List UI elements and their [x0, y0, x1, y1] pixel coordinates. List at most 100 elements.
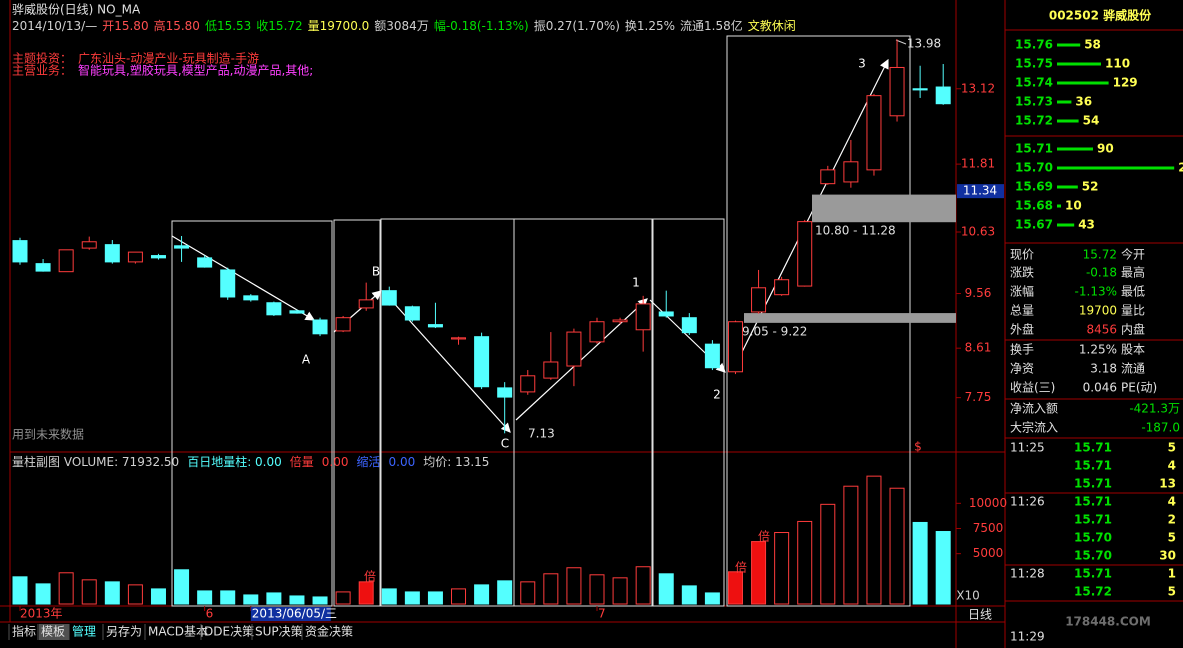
tab[interactable]: 资金决策	[305, 624, 353, 639]
info-text: 广东汕头-动漫产业-玩具制造-手游	[78, 52, 259, 66]
volume-title: 量柱副图 VOLUME: 71932.50 百日地量柱: 0.00 倍量 0.00 缩活…	[12, 454, 489, 469]
volume-bar	[681, 585, 697, 605]
tick-time: 11:29	[1010, 630, 1045, 644]
tab[interactable]: 另存为	[106, 625, 142, 639]
book-volume: 90	[1097, 142, 1114, 156]
quote-label: 股本	[1121, 343, 1145, 357]
volume-bar	[335, 591, 351, 605]
tab[interactable]: DDE决策	[204, 625, 254, 639]
candle-body	[335, 317, 351, 332]
quote-label: 涨幅	[1010, 284, 1034, 299]
book-volume: 36	[1075, 95, 1092, 109]
volume-bar	[843, 485, 859, 605]
candle-body	[266, 302, 282, 316]
y-tick-label: 13.12	[961, 81, 995, 95]
book-bar	[1057, 43, 1081, 47]
quote-value: -0.18	[1086, 266, 1117, 280]
date-highlight	[250, 607, 331, 621]
volume-bar	[243, 594, 259, 605]
candle-body	[220, 269, 236, 298]
pattern-boxes	[171, 35, 911, 607]
book-price: 15.69	[1015, 180, 1053, 194]
volume-bar	[589, 574, 605, 605]
volume-bar	[451, 588, 467, 605]
volume-mark: 倍	[735, 560, 747, 575]
volume-bar	[612, 577, 628, 605]
tick-price: 15.71	[1074, 567, 1112, 581]
y-tick-label: 7.75	[965, 390, 992, 404]
candle-body	[912, 88, 928, 91]
book-volume: 10	[1065, 199, 1082, 213]
volume-bar	[635, 566, 651, 605]
tick-volume: 5	[1168, 441, 1176, 455]
candle-body	[612, 319, 628, 323]
book-price: 15.76	[1015, 38, 1053, 52]
quote-line: 2014/10/13/— 开15.80 高15.80 低15.53 收15.72 量197…	[12, 18, 796, 33]
tick-price: 15.70	[1074, 531, 1112, 545]
volume-bar	[266, 592, 282, 605]
quote-value: -187.0	[1141, 421, 1180, 435]
volume-bar	[104, 581, 120, 605]
candle-body	[127, 251, 143, 263]
price-zone	[744, 313, 956, 323]
book-bar	[1057, 147, 1093, 151]
quote-label: 总量	[1010, 304, 1034, 318]
tab[interactable]: 模板	[41, 625, 65, 639]
volume-mark: 倍	[758, 529, 770, 544]
candle-body	[474, 336, 490, 388]
candle-body	[12, 240, 28, 263]
annotation: C	[501, 437, 509, 451]
period-label: 日线	[968, 608, 992, 622]
tick-price: 15.71	[1074, 441, 1112, 455]
quote-value: 0.046	[1083, 381, 1117, 395]
candle-body	[35, 263, 51, 272]
volume-scale: X10	[956, 589, 980, 603]
tab[interactable]: 指标	[12, 624, 36, 639]
annotation: $	[914, 440, 922, 454]
volume-bar	[12, 576, 28, 605]
volume-tick-label: 7500	[973, 521, 1004, 535]
volume-bar	[658, 573, 674, 605]
volume-title-part: 均价: 13.15	[423, 455, 489, 469]
tick-price: 15.71	[1074, 459, 1112, 473]
candle-body	[58, 249, 74, 273]
volume-title-part: 量柱副图 VOLUME: 71932.50	[12, 454, 179, 469]
cursor-price: 11.34	[963, 184, 997, 198]
volume-bar	[81, 579, 97, 605]
x-tick-label: 7	[598, 607, 606, 621]
tab[interactable]: MACD基本	[148, 625, 208, 639]
tick-volume: 4	[1168, 495, 1176, 509]
volume-bar	[751, 541, 767, 605]
quote-label: 内盘	[1121, 322, 1145, 337]
candle-body	[520, 375, 536, 393]
watermark: 178448.COM	[1065, 615, 1151, 629]
candle-body	[566, 331, 582, 367]
candle-body	[543, 361, 559, 379]
quote-value: 15.72	[1083, 248, 1117, 262]
book-price: 15.67	[1015, 218, 1053, 232]
tab[interactable]: 管理	[72, 624, 96, 639]
y-tick-label: 8.61	[965, 341, 992, 355]
candle-body	[889, 66, 905, 117]
quote-line-part: 文教休闲	[748, 18, 796, 33]
tab[interactable]: SUP决策	[255, 625, 303, 639]
volume-bar	[935, 531, 951, 605]
cursor-price-box	[957, 184, 1004, 199]
annotation: A	[302, 353, 311, 367]
volume-title-part: 0.00	[322, 455, 349, 469]
book-price: 15.74	[1015, 76, 1053, 90]
annotation: 用到未来数据	[12, 427, 84, 442]
quote-label: 最高	[1121, 265, 1145, 280]
candle-body	[935, 86, 951, 105]
candle-body	[704, 343, 720, 369]
book-price: 15.73	[1015, 95, 1053, 109]
tick-price: 15.71	[1074, 513, 1112, 527]
candle-body	[150, 255, 166, 259]
volume-bar	[727, 571, 743, 605]
tick-time: 11:28	[1010, 567, 1045, 581]
tick-volume: 2	[1168, 513, 1176, 527]
candle-body	[427, 324, 443, 328]
volume-tick-label: 5000	[973, 546, 1004, 560]
volume-bar	[427, 591, 443, 605]
chart-title: 骅威股份(日线) NO_MA	[12, 3, 141, 17]
